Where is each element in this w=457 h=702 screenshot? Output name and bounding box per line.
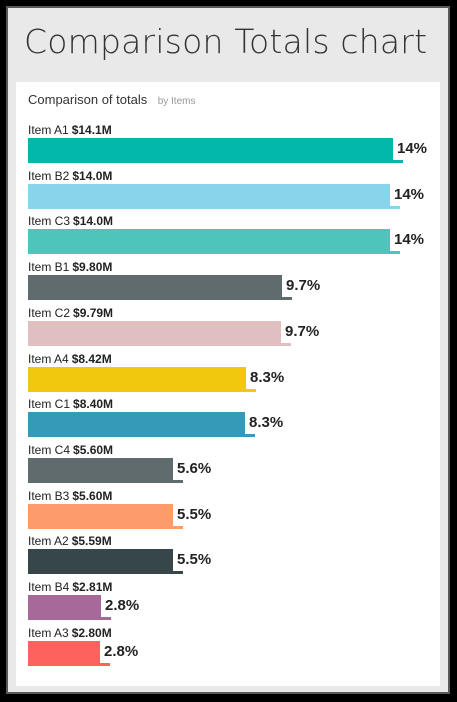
bar-row[interactable]: Item B4 $2.81M 2.8% — [28, 580, 438, 626]
bar-category-label: Item B1 $9.80M — [28, 260, 112, 274]
bar-baseline — [28, 662, 110, 666]
card-header: Comparison of totals by Items — [28, 91, 195, 109]
bar[interactable] — [28, 183, 390, 206]
bar-category-label: Item C2 $9.79M — [28, 306, 113, 320]
category-name: Item B1 — [28, 260, 70, 275]
bar-baseline — [28, 297, 292, 301]
bar-category-label: Item A3 $2.80M — [28, 626, 112, 640]
bar-category-label: Item C3 $14.0M — [28, 214, 113, 228]
bar-row[interactable]: Item C3 $14.0M 14% — [28, 214, 438, 260]
bar-baseline — [28, 388, 256, 392]
value-label: $5.60M — [72, 488, 113, 503]
bar[interactable] — [28, 457, 173, 480]
bar-baseline — [28, 571, 183, 575]
percent-label: 14% — [394, 231, 425, 249]
value-label: $14.1M — [71, 123, 112, 137]
bar[interactable] — [28, 412, 245, 435]
value-label: $5.60M — [73, 442, 114, 457]
value-label: $2.80M — [71, 625, 112, 640]
bar-baseline — [28, 251, 400, 255]
bar-category-label: Item B3 $5.60M — [28, 489, 112, 503]
bar-category-label: Item C4 $5.60M — [28, 443, 113, 457]
bar[interactable] — [28, 138, 393, 160]
category-name: Item A3 — [28, 625, 69, 640]
value-label: $14.0M — [72, 168, 113, 183]
bar-row[interactable]: Item A4 $8.42M 8.3% — [28, 352, 438, 398]
bar-category-label: Item B2 $14.0M — [28, 169, 112, 183]
percent-label: 8.3% — [249, 414, 284, 432]
bar-category-label: Item A2 $5.59M — [28, 534, 112, 548]
category-name: Item B4 — [28, 580, 70, 594]
bar-baseline — [28, 525, 183, 529]
bar-baseline — [28, 479, 183, 483]
value-label: $5.59M — [71, 534, 112, 549]
chart-card[interactable]: Comparison of totals by Items Item A1 $14… — [16, 82, 440, 686]
chart-subtitle: by Items — [157, 96, 196, 107]
category-name: Item C1 — [28, 397, 71, 412]
category-name: Item C3 — [28, 214, 71, 229]
bar-row[interactable]: Item A1 $14.1M 14% — [28, 123, 438, 169]
bar-row[interactable]: Item A2 $5.59M 5.5% — [28, 534, 438, 580]
bar-row[interactable]: Item B3 $5.60M 5.5% — [28, 489, 438, 535]
bar[interactable] — [28, 503, 173, 526]
bar-row[interactable]: Item C1 $8.40M 8.3% — [28, 397, 438, 443]
category-name: Item B3 — [28, 488, 70, 503]
value-label: $8.40M — [73, 397, 114, 412]
value-label: $8.42M — [71, 351, 112, 366]
category-name: Item B2 — [28, 168, 70, 183]
bar[interactable] — [28, 320, 281, 343]
bar-baseline — [28, 205, 400, 209]
percent-label: 14% — [394, 185, 425, 203]
percent-label: 9.7% — [285, 322, 320, 340]
percent-label: 2.8% — [104, 642, 139, 660]
bar-row[interactable]: Item C2 $9.79M 9.7% — [28, 306, 438, 352]
page-title: Comparison Totals chart — [24, 22, 428, 61]
bar-row[interactable]: Item B2 $14.0M 14% — [28, 169, 438, 215]
bar-category-label: Item A4 $8.42M — [28, 352, 112, 366]
bar-row[interactable]: Item C4 $5.60M 5.6% — [28, 443, 438, 489]
bar-category-label: Item C1 $8.40M — [28, 397, 113, 411]
bar-baseline — [28, 617, 111, 620]
bar-category-label: Item A1 $14.1M — [28, 123, 112, 137]
bar-baseline — [28, 342, 291, 346]
bar-category-label: Item B4 $2.81M — [28, 580, 112, 594]
bar-row[interactable]: Item B1 $9.80M 9.7% — [28, 260, 438, 306]
value-label: $9.80M — [72, 260, 113, 275]
category-name: Item A1 — [28, 123, 69, 137]
percent-label: 8.3% — [250, 368, 285, 386]
bar[interactable] — [28, 275, 282, 298]
category-name: Item C4 — [28, 442, 71, 457]
bar[interactable] — [28, 366, 246, 389]
category-name: Item C2 — [28, 305, 71, 320]
value-label: $14.0M — [73, 214, 114, 229]
percent-label: 2.8% — [105, 597, 140, 614]
percent-label: 9.7% — [286, 277, 321, 295]
percent-label: 5.6% — [177, 459, 212, 477]
bar-row[interactable]: Item A3 $2.80M 2.8% — [28, 626, 438, 672]
value-label: $2.81M — [72, 580, 113, 594]
bar[interactable] — [28, 549, 173, 572]
dashboard-frame: Comparison Totals chart Comparison of to… — [6, 6, 450, 694]
bar-baseline — [28, 160, 403, 163]
bar[interactable] — [28, 229, 390, 252]
value-label: $9.79M — [73, 305, 114, 320]
bar[interactable] — [28, 595, 101, 617]
chart-title: Comparison of totals — [28, 92, 148, 107]
bar-baseline — [28, 434, 255, 438]
percent-label: 14% — [397, 140, 428, 157]
category-name: Item A2 — [28, 534, 69, 549]
percent-label: 5.5% — [177, 505, 212, 523]
category-name: Item A4 — [28, 351, 69, 366]
bar[interactable] — [28, 640, 100, 663]
percent-label: 5.5% — [177, 551, 212, 569]
